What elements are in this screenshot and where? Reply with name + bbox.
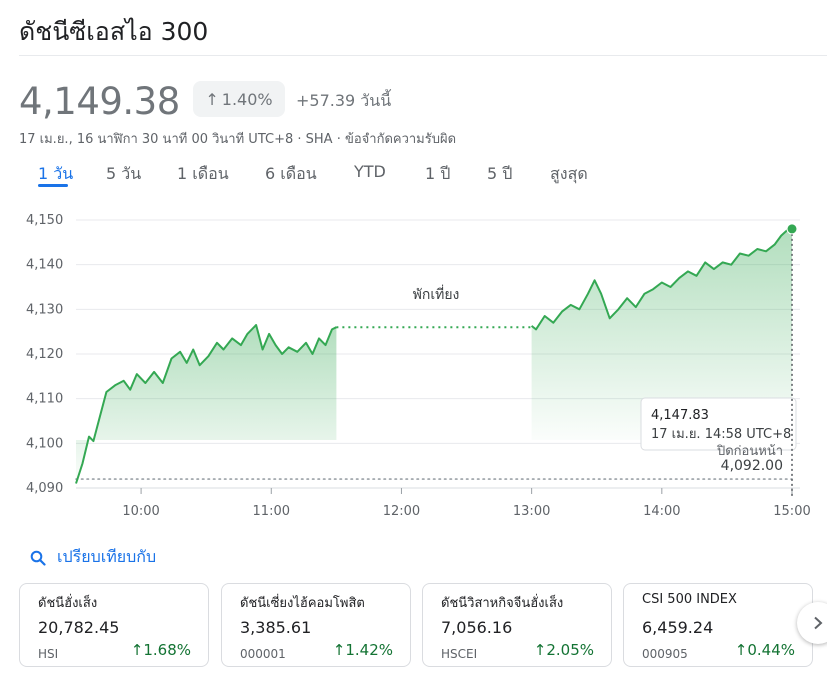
- next-cards-button[interactable]: [797, 602, 827, 644]
- x-tick-label: 14:00: [643, 504, 680, 519]
- morning-session-line: [75, 324, 337, 484]
- percent-change-badge: ↑ 1.40%: [193, 81, 285, 117]
- tab-5-days[interactable]: 5 วัน: [106, 164, 142, 183]
- related-card-hsi[interactable]: ดัชนีฮั่งเส็ง 20,782.45 HSI ↑1.68%: [19, 583, 209, 667]
- card-percent-value: 0.44%: [747, 641, 795, 659]
- hover-point-marker: [786, 223, 798, 235]
- tab-5-years[interactable]: 5 ปี: [487, 164, 513, 183]
- card-code: 000905: [642, 647, 688, 661]
- morning-session-area: [76, 325, 337, 484]
- x-tick-label: 15:00: [773, 504, 810, 519]
- card-percent-change: ↑1.42%: [333, 641, 393, 659]
- x-tick-label: 12:00: [383, 504, 420, 519]
- tab-6-months[interactable]: 6 เดือน: [265, 164, 317, 183]
- lunch-break-label: พักเที่ยง: [413, 285, 460, 303]
- y-tick-label: 4,140: [26, 258, 63, 273]
- afternoon-session-area: [531, 228, 792, 440]
- previous-close-label: ปิดก่อนหน้า: [716, 444, 783, 459]
- y-tick-label: 4,130: [26, 302, 63, 317]
- card-code: HSI: [38, 647, 59, 661]
- card-value: 3,385.61: [240, 618, 312, 637]
- hover-tooltip: 4,147.83 17 เม.ย. 14:58 UTC+8: [640, 397, 797, 451]
- tab-1-month[interactable]: 1 เดือน: [177, 164, 229, 183]
- arrow-up-icon: ↑: [734, 641, 748, 659]
- current-price: 4,149.38: [19, 80, 180, 123]
- card-name: ดัชนีฮั่งเส็ง: [38, 596, 98, 611]
- card-value: 7,056.16: [441, 618, 513, 637]
- y-tick-label: 4,150: [26, 213, 63, 228]
- card-code: HSCEI: [441, 647, 478, 661]
- card-name: ดัชนีเซี่ยงไฮ้คอมโพสิต: [240, 596, 365, 611]
- card-code: 000001: [240, 647, 286, 661]
- y-tick-label: 4,120: [26, 347, 63, 362]
- percent-change-value: 1.40%: [221, 89, 273, 109]
- arrow-up-icon: ↑: [205, 89, 219, 109]
- related-card-shanghai[interactable]: ดัชนีเซี่ยงไฮ้คอมโพสิต 3,385.61 000001 ↑…: [221, 583, 411, 667]
- tab-1-day[interactable]: 1 วัน: [38, 164, 74, 183]
- card-name: ดัชนีวิสาหกิจจีนฮั่งเส็ง: [441, 596, 564, 611]
- card-percent-value: 1.68%: [143, 641, 191, 659]
- tab-1-year[interactable]: 1 ปี: [425, 164, 451, 183]
- previous-close-value: 4,092.00: [721, 458, 783, 474]
- y-tick-label: 4,090: [26, 481, 63, 496]
- card-value: 6,459.24: [642, 618, 714, 637]
- chevron-right-icon: [814, 616, 823, 630]
- card-percent-change: ↑0.44%: [735, 641, 795, 659]
- y-tick-label: 4,100: [26, 436, 63, 451]
- x-tick-label: 10:00: [122, 504, 159, 519]
- related-card-csi500[interactable]: CSI 500 INDEX 6,459.24 000905 ↑0.44%: [623, 583, 813, 667]
- quote-metadata: 17 เม.ย., 16 นาฬิกา 30 นาที 00 วินาที UT…: [19, 132, 457, 147]
- tab-ytd[interactable]: YTD: [354, 162, 386, 181]
- price-chart[interactable]: 4,150 4,140 4,130 4,120 4,110 4,100 4,090 10:0…: [0, 200, 827, 530]
- x-tick-label: 13:00: [513, 504, 550, 519]
- card-percent-change: ↑2.05%: [534, 641, 594, 659]
- time-range-tabs: 1 วัน 5 วัน 1 เดือน 6 เดือน YTD 1 ปี 5 ป…: [0, 160, 827, 190]
- card-percent-value: 2.05%: [546, 641, 594, 659]
- compare-with-button[interactable]: เปรียบเทียบกับ: [30, 545, 156, 570]
- tab-max[interactable]: สูงสุด: [550, 164, 588, 183]
- tooltip-value: 4,147.83: [651, 408, 709, 423]
- card-value: 20,782.45: [38, 618, 120, 637]
- compare-label: เปรียบเทียบกับ: [57, 547, 157, 566]
- card-percent-change: ↑1.68%: [131, 641, 191, 659]
- afternoon-session-line: [530, 227, 793, 331]
- card-name: CSI 500 INDEX: [642, 592, 737, 607]
- active-tab-indicator: [38, 184, 68, 187]
- search-icon: [30, 550, 46, 566]
- page-title: ดัชนีซีเอสไอ 300: [19, 17, 209, 46]
- related-card-hscei[interactable]: ดัชนีวิสาหกิจจีนฮั่งเส็ง 7,056.16 HSCEI …: [422, 583, 612, 667]
- card-percent-value: 1.42%: [345, 641, 393, 659]
- arrow-up-icon: ↑: [332, 641, 346, 659]
- arrow-up-icon: ↑: [533, 641, 547, 659]
- y-tick-label: 4,110: [26, 392, 63, 407]
- x-tick-label: 11:00: [253, 504, 290, 519]
- header-divider: [19, 55, 827, 56]
- tooltip-time: 17 เม.ย. 14:58 UTC+8: [651, 427, 791, 442]
- arrow-up-icon: ↑: [130, 641, 144, 659]
- absolute-change: +57.39 วันนี้: [296, 91, 392, 110]
